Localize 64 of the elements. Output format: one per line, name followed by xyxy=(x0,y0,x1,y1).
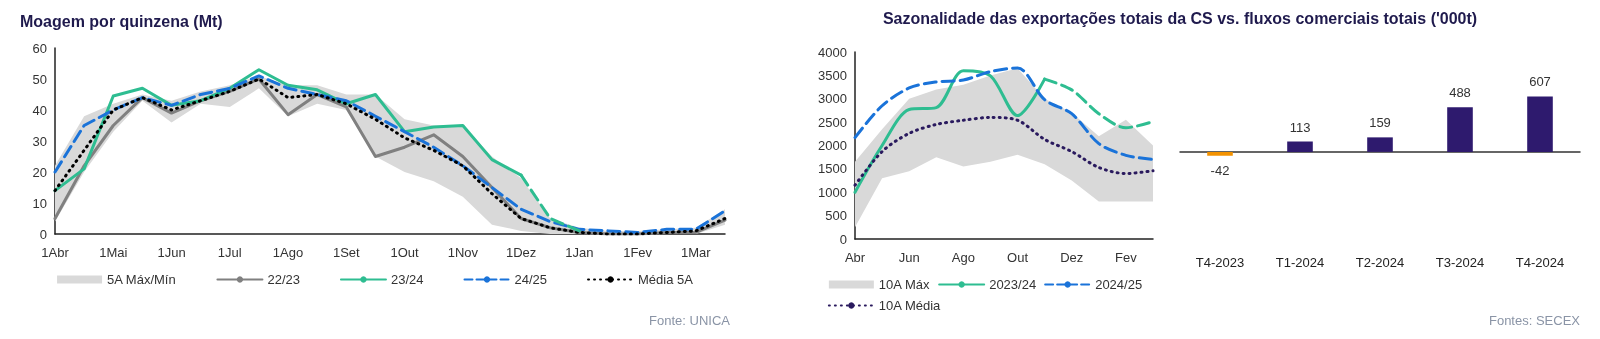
x-tick-label: 1Jan xyxy=(565,245,594,260)
y-tick-label: 1500 xyxy=(818,161,847,177)
data-label: 607 xyxy=(1529,74,1551,90)
y-tick-label: 500 xyxy=(825,208,847,224)
x-tick-label: 1Jun xyxy=(157,245,186,260)
legend-label: 5A Máx/Mín xyxy=(107,272,176,287)
x-tick-label: T4-2024 xyxy=(1515,255,1565,270)
y-tick-label: 4000 xyxy=(818,44,847,60)
legend-label: 10A Máx xyxy=(878,277,930,292)
x-tick-label: Fev xyxy=(1115,250,1138,265)
data-label: -42 xyxy=(1210,162,1230,178)
x-tick-label: T2-2024 xyxy=(1355,255,1405,270)
x-tick-label: 1Set xyxy=(332,245,361,260)
legend-label: 2023/24 xyxy=(989,277,1037,292)
x-tick-label: 1Dez xyxy=(505,245,537,260)
y-tick-label: 20 xyxy=(32,164,47,180)
y-tick-label: 0 xyxy=(839,231,847,247)
text: Fontes: SECEX xyxy=(1488,313,1581,328)
y-tick-label: 2000 xyxy=(818,138,847,153)
bar xyxy=(1367,137,1393,152)
y-tick-label: 60 xyxy=(32,40,47,56)
x-tick-label: 1Nov xyxy=(447,245,479,260)
y-tick-label: 10 xyxy=(32,195,47,211)
y-tick-label: 0 xyxy=(39,226,47,242)
line-series xyxy=(853,66,1155,162)
x-tick-label: 1Fev xyxy=(623,245,653,260)
bar xyxy=(1447,107,1473,152)
x-tick-label: 1Abr xyxy=(41,245,70,260)
data-label: 113 xyxy=(1289,119,1311,135)
x-tick-label: Abr xyxy=(844,250,866,265)
x-tick-label: 1Jul xyxy=(217,245,242,260)
y-tick-label: 50 xyxy=(32,71,47,87)
x-tick-label: Jun xyxy=(898,250,920,265)
x-tick-label: T3-2024 xyxy=(1435,255,1485,270)
x-tick-label: T4-2023 xyxy=(1195,255,1245,270)
chart-title: Sazonalidade das exportações totais da CS vs. fluxos comerciais totais ('000t) xyxy=(881,10,1479,28)
y-tick-label: 3500 xyxy=(818,67,847,83)
data-label: 488 xyxy=(1449,85,1471,101)
x-tick-label: T1-2024 xyxy=(1275,255,1325,270)
y-tick-label: 40 xyxy=(32,102,47,118)
y-tick-label: 30 xyxy=(32,133,47,149)
x-tick-label: 1Mar xyxy=(681,245,712,260)
data-label: 159 xyxy=(1369,115,1391,131)
legend-label: 10A Média xyxy=(878,298,942,313)
source-note: Fonte: UNICA xyxy=(649,313,731,328)
y-tick-label: 1000 xyxy=(818,184,847,200)
bar xyxy=(1527,96,1553,152)
legend-label: 24/25 xyxy=(514,272,548,287)
x-tick-label: 1Mai xyxy=(99,245,128,260)
legend-label: 2024/25 xyxy=(1095,277,1143,292)
x-tick-label: 1Out xyxy=(390,245,420,260)
y-tick-label: 3000 xyxy=(818,91,847,107)
x-tick-label: Out xyxy=(1007,250,1029,265)
chart-title: Moagem por quinzena (Mt) xyxy=(20,12,223,30)
x-tick-label: Dez xyxy=(1060,250,1084,265)
bar xyxy=(1207,151,1233,156)
bar xyxy=(1287,141,1313,152)
legend-label: 23/24 xyxy=(390,272,424,287)
x-tick-label: 1Ago xyxy=(272,245,304,260)
legend-label: 22/23 xyxy=(267,272,300,287)
legend-label: Média 5A xyxy=(638,272,694,287)
line-series xyxy=(853,115,1155,187)
x-tick-label: Ago xyxy=(951,250,975,265)
y-tick-label: 2500 xyxy=(818,114,847,130)
